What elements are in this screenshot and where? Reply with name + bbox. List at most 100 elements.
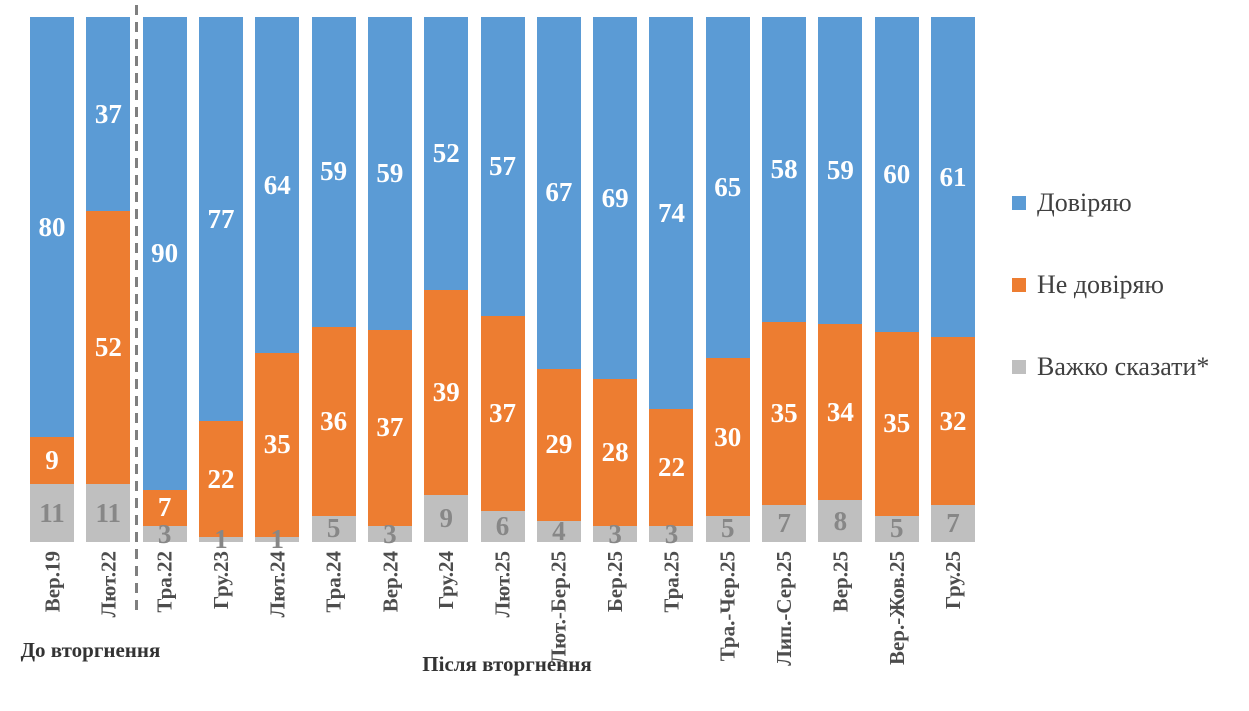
value-label: 35 <box>770 397 798 428</box>
value-label: 80 <box>38 211 66 242</box>
bar-segment-distrust: 37 <box>480 316 525 511</box>
x-axis-label: Вер.-Жов.25 <box>884 551 909 666</box>
bar-column: 59 36 5 Тра.24 <box>311 17 356 613</box>
bar-segment-hard-to-say: 1 <box>198 525 243 552</box>
value-label: 1 <box>270 523 285 554</box>
x-axis-label: Тра.24 <box>321 551 346 613</box>
bar-column: 80 9 11 Вер.19 <box>30 17 74 612</box>
bar-segment-distrust: 7 <box>142 489 187 527</box>
value-label: 35 <box>883 408 911 439</box>
value-label: 37 <box>94 98 122 129</box>
x-axis-label: Гру.24 <box>434 551 459 610</box>
bar-column: 59 34 8 Вер.25 <box>818 17 863 612</box>
x-axis-label: Гру.25 <box>941 551 965 610</box>
value-label: 67 <box>545 177 573 208</box>
bar-segment-distrust: 34 <box>818 323 863 501</box>
legend: Довіряю Не довіряю Важко сказати* <box>1012 190 1209 380</box>
bar-segment-hard-to-say: 7 <box>762 505 807 542</box>
value-label: 57 <box>489 151 516 182</box>
bar-segment-hard-to-say: 6 <box>480 510 525 542</box>
x-axis-label: Лют.25 <box>490 551 515 618</box>
bar-segment-hard-to-say: 3 <box>649 520 694 547</box>
bar-segment-distrust: 36 <box>311 326 356 516</box>
bar-column: 37 52 11 Лют.22 <box>86 17 131 617</box>
legend-swatch-hard-to-say <box>1012 360 1026 374</box>
legend-swatch-distrust <box>1012 278 1026 292</box>
x-axis-label: Лип.-Сер.25 <box>772 551 797 666</box>
bar-segment-trust: 37 <box>86 17 131 212</box>
value-label: 4 <box>552 516 566 546</box>
value-label: 39 <box>432 376 460 407</box>
value-label: 1 <box>214 523 228 554</box>
bar-column: 74 22 3 Тра.25 <box>649 17 694 613</box>
value-label: 3 <box>157 518 172 549</box>
bar-segment-trust: 69 <box>593 17 638 380</box>
value-label: 60 <box>883 159 911 189</box>
bar-segment-distrust: 28 <box>593 379 638 527</box>
value-label: 28 <box>601 437 629 468</box>
bar-segment-distrust: 39 <box>424 290 469 495</box>
bar-column: 65 30 5 Тра.-Чер.25 <box>705 17 750 661</box>
bar-segment-hard-to-say: 11 <box>30 484 74 542</box>
bar-segment-trust: 80 <box>30 17 74 437</box>
value-label: 7 <box>777 508 791 539</box>
value-label: 11 <box>39 497 65 528</box>
bar-segment-trust: 74 <box>649 17 694 410</box>
bar-segment-trust: 77 <box>198 17 243 422</box>
legend-label: Не довіряю <box>1037 270 1164 299</box>
value-label: 30 <box>714 421 742 452</box>
bar-segment-distrust: 22 <box>649 409 694 527</box>
value-label: 52 <box>432 138 460 168</box>
bar-segment-distrust: 22 <box>198 421 243 537</box>
bar-column: 58 35 7 Лип.-Сер.25 <box>762 17 807 666</box>
bar-segment-trust: 60 <box>874 17 919 332</box>
value-label: 9 <box>45 445 59 476</box>
bar-segment-trust: 52 <box>424 17 469 290</box>
value-label: 58 <box>770 153 798 184</box>
plot-area: 80 9 11 Вер.19 37 52 11 Лют.22 90 7 3 Тра.22 77 22 1 Гр… <box>30 17 975 666</box>
value-label: 77 <box>207 203 235 234</box>
bar-segment-distrust: 35 <box>762 321 807 506</box>
bar-segment-hard-to-say: 7 <box>931 505 975 542</box>
value-label: 3 <box>383 518 397 549</box>
bar-segment-trust: 59 <box>818 17 863 324</box>
bar-segment-distrust: 37 <box>367 329 412 527</box>
x-axis-label: Гру.23 <box>208 551 233 610</box>
legend-item-distrust: Не довіряю <box>1012 272 1209 298</box>
value-label: 37 <box>489 397 516 428</box>
value-label: 90 <box>151 237 179 268</box>
value-label: 8 <box>833 505 848 536</box>
bar-column: 57 37 6 Лют.25 <box>480 17 525 617</box>
bar-segment-hard-to-say: 5 <box>705 513 750 544</box>
bar-segment-hard-to-say: 5 <box>874 515 919 542</box>
value-label: 65 <box>714 172 742 203</box>
x-axis-label: Тра.-Чер.25 <box>715 551 740 662</box>
bar-column: 61 32 7 Гру.25 <box>931 17 975 609</box>
group-label-before-invasion: До вторгнення <box>20 638 161 662</box>
value-label: 11 <box>95 497 122 528</box>
bar-segment-distrust: 30 <box>705 358 750 516</box>
value-label: 35 <box>263 429 291 460</box>
legend-label: Довіряю <box>1037 188 1132 217</box>
value-label: 7 <box>946 508 960 539</box>
legend-swatch-trust <box>1012 196 1026 210</box>
bar-column: 69 28 3 Бер.25 <box>593 17 638 612</box>
value-label: 29 <box>545 429 573 460</box>
legend-item-hard-to-say: Важко сказати* <box>1012 354 1209 380</box>
bar-column: 59 37 3 Вер.24 <box>367 17 412 612</box>
value-label: 69 <box>601 182 629 213</box>
x-axis-label: Вер.19 <box>40 551 64 613</box>
divider-dashed-line <box>135 5 138 612</box>
value-label: 52 <box>94 332 122 363</box>
value-label: 61 <box>939 161 967 192</box>
x-axis-label: Лют.-Бер.25 <box>546 551 571 665</box>
group-label-after-invasion: Після вторгнення <box>422 652 592 676</box>
bar-segment-hard-to-say: 8 <box>818 500 863 542</box>
bar-segment-trust: 59 <box>311 17 356 327</box>
value-label: 22 <box>207 463 235 494</box>
value-label: 5 <box>721 513 735 544</box>
bar-segment-distrust: 35 <box>874 332 919 516</box>
x-axis-label: Тра.25 <box>659 551 684 613</box>
bar-column: 90 7 3 Тра.22 <box>142 17 187 613</box>
